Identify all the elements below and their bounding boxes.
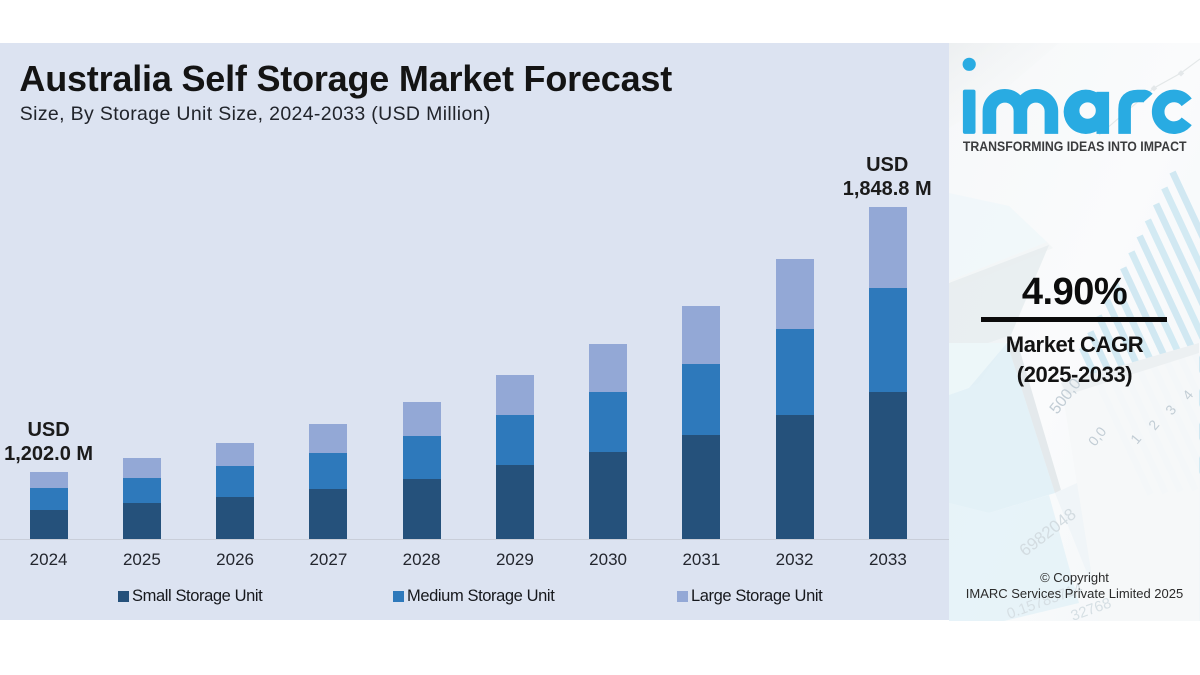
- svg-text:TRANSFORMING IDEAS INTO IMPACT: TRANSFORMING IDEAS INTO IMPACT: [963, 139, 1187, 155]
